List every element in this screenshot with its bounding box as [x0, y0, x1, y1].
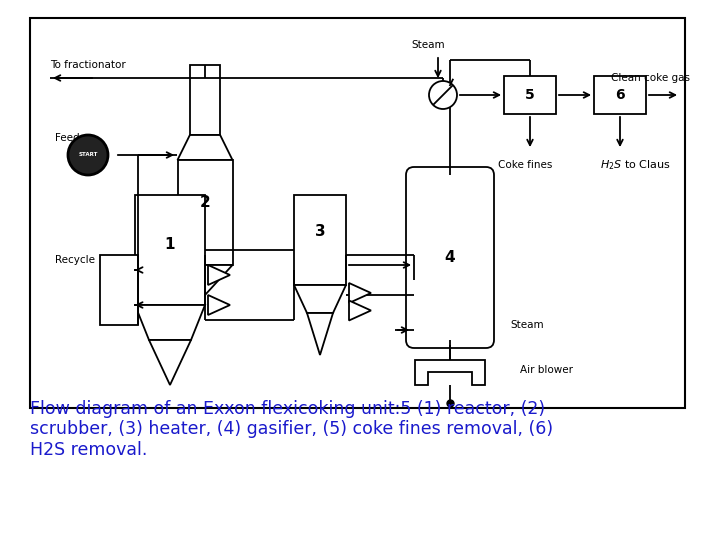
Text: Flow diagram of an Exxon flexicoking unit:5 (1) reactor, (2)
scrubber, (3) heate: Flow diagram of an Exxon flexicoking uni… [30, 400, 554, 459]
Polygon shape [208, 295, 230, 315]
Polygon shape [178, 265, 233, 295]
Text: 3: 3 [315, 224, 325, 239]
Polygon shape [135, 305, 205, 340]
Text: Feed: Feed [55, 133, 80, 143]
Text: Steam: Steam [510, 320, 544, 330]
Text: 2: 2 [199, 195, 210, 210]
Polygon shape [178, 160, 233, 265]
Polygon shape [190, 65, 220, 135]
Text: $H_2S$ to Claus: $H_2S$ to Claus [600, 158, 670, 172]
Text: 6: 6 [615, 88, 625, 102]
Polygon shape [349, 300, 371, 321]
Text: 5: 5 [525, 88, 535, 102]
Polygon shape [307, 313, 333, 355]
Polygon shape [135, 195, 205, 305]
Polygon shape [178, 135, 233, 160]
Bar [504, 76, 556, 114]
Polygon shape [294, 285, 346, 313]
Polygon shape [149, 340, 191, 385]
Bar [594, 76, 646, 114]
Polygon shape [208, 265, 230, 285]
Text: Coke fines: Coke fines [498, 160, 552, 170]
Text: 1: 1 [165, 237, 175, 252]
Circle shape [429, 81, 457, 109]
Bar [30, 18, 685, 408]
Polygon shape [294, 195, 346, 285]
FancyBboxPatch shape [406, 167, 494, 348]
Text: 4: 4 [445, 250, 455, 265]
Polygon shape [349, 283, 371, 303]
Text: START: START [78, 152, 98, 158]
Text: To fractionator: To fractionator [50, 60, 126, 70]
Text: Clean coke gas: Clean coke gas [611, 73, 690, 83]
Text: Air blower: Air blower [520, 365, 573, 375]
Text: Recycle: Recycle [55, 255, 95, 265]
Text: Steam: Steam [411, 40, 445, 50]
Bar [100, 255, 138, 325]
Circle shape [68, 135, 108, 175]
Polygon shape [415, 360, 485, 385]
